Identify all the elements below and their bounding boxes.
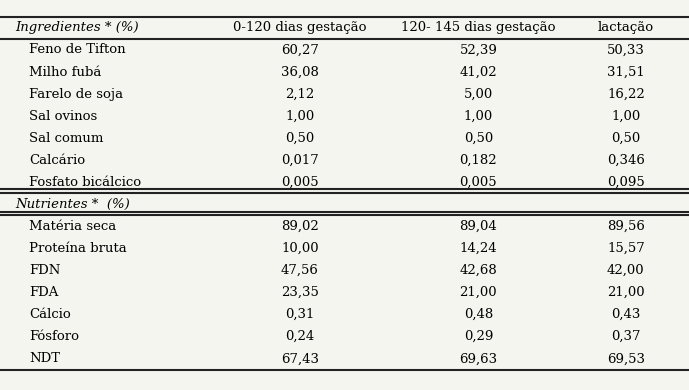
Text: 1,00: 1,00 (285, 110, 314, 122)
Text: 16,22: 16,22 (607, 88, 645, 101)
Text: 0,37: 0,37 (611, 330, 641, 343)
Text: Sal ovinos: Sal ovinos (29, 110, 97, 122)
Text: 60,27: 60,27 (281, 43, 319, 57)
Text: 0,24: 0,24 (285, 330, 314, 343)
Text: FDA: FDA (29, 286, 58, 299)
Text: 0,50: 0,50 (285, 132, 314, 145)
Text: 36,08: 36,08 (281, 66, 319, 78)
Text: 89,04: 89,04 (460, 220, 497, 233)
Text: 0,50: 0,50 (611, 132, 641, 145)
Text: Matéria seca: Matéria seca (29, 220, 116, 233)
Text: NDT: NDT (29, 352, 60, 365)
Text: Calcário: Calcário (29, 154, 85, 167)
Text: 2,12: 2,12 (285, 88, 314, 101)
Text: Fosfato bicálcico: Fosfato bicálcico (29, 176, 141, 189)
Text: Sal comum: Sal comum (29, 132, 103, 145)
Text: 1,00: 1,00 (464, 110, 493, 122)
Text: FDN: FDN (29, 264, 60, 277)
Text: 0,43: 0,43 (611, 308, 641, 321)
Text: 0,31: 0,31 (285, 308, 315, 321)
Text: 21,00: 21,00 (607, 286, 645, 299)
Text: 5,00: 5,00 (464, 88, 493, 101)
Text: 0,095: 0,095 (607, 176, 645, 189)
Text: Farelo de soja: Farelo de soja (29, 88, 123, 101)
Text: 0,29: 0,29 (464, 330, 493, 343)
Text: 21,00: 21,00 (460, 286, 497, 299)
Text: 120- 145 dias gestação: 120- 145 dias gestação (401, 21, 555, 34)
Text: 69,63: 69,63 (460, 352, 497, 365)
Text: 1,00: 1,00 (611, 110, 641, 122)
Text: 0,182: 0,182 (460, 154, 497, 167)
Text: 0,346: 0,346 (607, 154, 645, 167)
Text: 89,56: 89,56 (607, 220, 645, 233)
Text: 23,35: 23,35 (281, 286, 319, 299)
Text: Nutrientes *  (%): Nutrientes * (%) (15, 198, 130, 211)
Text: 0,48: 0,48 (464, 308, 493, 321)
Text: 0,005: 0,005 (281, 176, 319, 189)
Text: 89,02: 89,02 (281, 220, 319, 233)
Text: Ingredientes * (%): Ingredientes * (%) (15, 21, 138, 34)
Text: Proteína bruta: Proteína bruta (29, 242, 127, 255)
Text: 0,017: 0,017 (281, 154, 319, 167)
Text: 0-120 dias gestação: 0-120 dias gestação (233, 21, 367, 34)
Text: Milho fubá: Milho fubá (29, 66, 101, 78)
Text: 69,53: 69,53 (607, 352, 645, 365)
Text: 31,51: 31,51 (607, 66, 645, 78)
Text: 15,57: 15,57 (607, 242, 645, 255)
Text: Feno de Tifton: Feno de Tifton (29, 43, 125, 57)
Text: 42,00: 42,00 (607, 264, 645, 277)
Text: 67,43: 67,43 (281, 352, 319, 365)
Text: lactação: lactação (598, 21, 654, 34)
Text: Fósforo: Fósforo (29, 330, 79, 343)
Text: 42,68: 42,68 (460, 264, 497, 277)
Text: Cálcio: Cálcio (29, 308, 70, 321)
Text: 10,00: 10,00 (281, 242, 319, 255)
Text: 14,24: 14,24 (460, 242, 497, 255)
Text: 50,33: 50,33 (607, 43, 645, 57)
Text: 41,02: 41,02 (460, 66, 497, 78)
Text: 47,56: 47,56 (281, 264, 319, 277)
Text: 0,50: 0,50 (464, 132, 493, 145)
Text: 52,39: 52,39 (460, 43, 497, 57)
Text: 0,005: 0,005 (460, 176, 497, 189)
